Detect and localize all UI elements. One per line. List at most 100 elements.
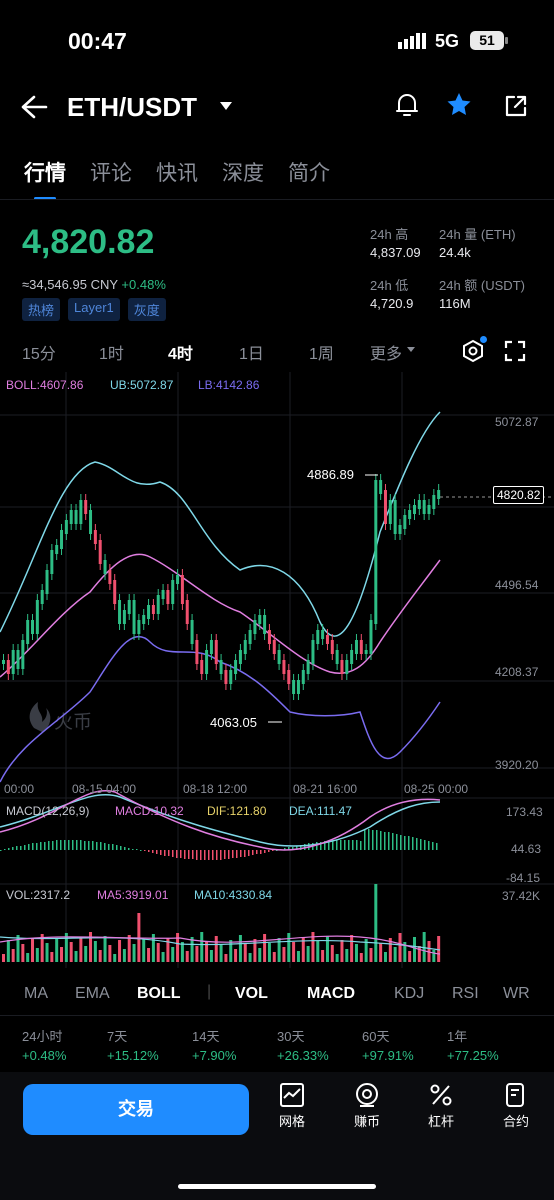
candle-body	[11, 650, 15, 674]
tab-market[interactable]: 行情	[24, 157, 66, 200]
macd-histogram-bar	[156, 850, 158, 854]
volume-bar	[422, 932, 426, 962]
bell-icon[interactable]	[395, 92, 419, 118]
candle-body	[113, 580, 117, 604]
contract-button[interactable]: 合约	[486, 1082, 546, 1130]
volume-bar	[214, 936, 218, 962]
indicator-macd[interactable]: MACD	[307, 985, 355, 1002]
indicator-wr[interactable]: WR	[503, 985, 530, 1002]
volume-bar	[55, 938, 59, 962]
candle-body	[21, 640, 25, 669]
macd-histogram-bar	[400, 835, 402, 850]
network-type: 5G	[435, 31, 460, 51]
macd-histogram-bar	[132, 849, 134, 850]
macd-histogram-bar	[116, 845, 118, 850]
perf-30d-label: 30天	[277, 1029, 305, 1044]
trade-button[interactable]: 交易	[23, 1084, 249, 1135]
legend-ma10: MA10:4330.84	[194, 888, 273, 902]
tag-grayscale[interactable]: 灰度	[127, 298, 166, 321]
volume-bar	[393, 947, 397, 962]
indicator-kdj[interactable]: KDJ	[394, 985, 425, 1002]
macd-histogram-bar	[376, 830, 378, 850]
time-axis-2: 08-15 04:00	[72, 782, 137, 796]
indicator-boll[interactable]: BOLL	[137, 985, 181, 1002]
settings-hexagon-icon[interactable]	[461, 339, 485, 363]
volume-bar	[292, 942, 296, 962]
macd-histogram-bar	[140, 850, 142, 851]
volume-bar	[287, 933, 291, 962]
earn-button[interactable]: 赚币	[337, 1082, 397, 1130]
legend-ma5: MA5:3919.01	[97, 888, 169, 902]
indicator-divider: |	[207, 983, 212, 1000]
candle-body	[354, 640, 358, 654]
candle-body	[185, 600, 189, 624]
macd-histogram-bar	[172, 850, 174, 857]
candle-body	[176, 575, 180, 584]
macd-axis-3: -84.15	[506, 871, 541, 885]
grid-trading-icon	[280, 1083, 304, 1107]
period-1w[interactable]: 1周	[309, 346, 334, 363]
perf-30d-value: +26.33%	[277, 1048, 329, 1063]
indicator-ema[interactable]: EMA	[75, 985, 110, 1002]
tab-depth[interactable]: 深度	[222, 162, 264, 185]
macd-histogram-bar	[220, 850, 222, 860]
more-caret-icon[interactable]	[406, 346, 416, 353]
macd-histogram-bar	[292, 847, 294, 850]
candle-body	[69, 510, 73, 524]
indicator-rsi[interactable]: RSI	[452, 985, 479, 1002]
status-time: 00:47	[68, 28, 127, 54]
candle-body	[306, 660, 310, 674]
macd-histogram-bar	[256, 850, 258, 854]
current-price-tag: 4820.82	[493, 486, 545, 504]
tab-news[interactable]: 快讯	[156, 162, 198, 185]
tag-hot[interactable]: 热榜	[22, 298, 61, 321]
time-axis-4: 08-21 16:00	[293, 782, 358, 796]
share-icon[interactable]	[504, 94, 528, 118]
macd-histogram-bar	[356, 840, 358, 850]
candle-body	[325, 635, 329, 644]
volume-bar	[2, 954, 5, 962]
vol-axis: 37.42K	[502, 889, 541, 903]
indicator-vol[interactable]: VOL	[235, 985, 268, 1002]
candle-body	[243, 640, 247, 654]
back-arrow-icon[interactable]	[20, 95, 48, 119]
price-axis-1: 5072.87	[495, 415, 539, 429]
volume-bar	[84, 946, 88, 962]
candle-body	[263, 615, 267, 634]
volume-bar	[35, 948, 39, 962]
macd-histogram-bar	[52, 841, 54, 850]
kline-chart[interactable]: 火币	[0, 372, 554, 968]
macd-histogram-bar	[428, 841, 430, 850]
period-15m[interactable]: 15分	[22, 346, 56, 363]
tab-bar: 行情 评论 快讯 深度 简介	[24, 157, 330, 200]
pair-title[interactable]: ETH/USDT	[67, 92, 197, 122]
candle-body	[350, 650, 354, 664]
macd-histogram-bar	[236, 850, 238, 858]
tag-layer1[interactable]: Layer1	[68, 298, 120, 321]
macd-histogram-bar	[204, 850, 206, 860]
leverage-button[interactable]: 杠杆	[411, 1082, 471, 1130]
period-1h[interactable]: 1时	[99, 346, 124, 363]
fullscreen-icon[interactable]	[504, 340, 526, 362]
candle-body	[374, 480, 378, 624]
macd-histogram-bar	[28, 844, 30, 850]
tab-comments[interactable]: 评论	[90, 162, 132, 185]
period-more[interactable]: 更多	[370, 346, 403, 363]
candle-body	[40, 590, 44, 604]
earn-label: 赚币	[353, 1114, 380, 1129]
indicator-ma[interactable]: MA	[24, 985, 48, 1002]
grid-trading-button[interactable]: 网格	[262, 1082, 322, 1130]
volume-bar	[229, 940, 233, 962]
macd-histogram-bar	[240, 850, 242, 857]
dropdown-caret-icon[interactable]	[219, 101, 233, 111]
period-1d[interactable]: 1日	[239, 346, 264, 363]
period-4h[interactable]: 4时	[168, 346, 193, 363]
price-cny-line: ≈34,546.95 CNY +0.48%	[22, 277, 166, 292]
macd-histogram-bar	[104, 843, 106, 850]
tab-intro[interactable]: 简介	[288, 162, 330, 185]
contract-label: 合约	[502, 1114, 529, 1129]
stat-low-label: 24h 低	[370, 278, 409, 293]
stat-high-value: 4,837.09	[370, 245, 421, 260]
macd-histogram-bar	[268, 850, 270, 852]
favorite-star-icon[interactable]	[446, 92, 472, 117]
